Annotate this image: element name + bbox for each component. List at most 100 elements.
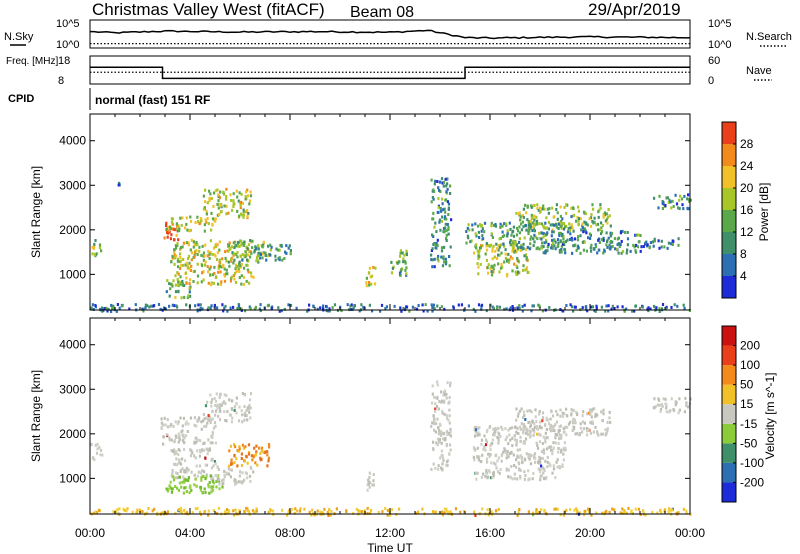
heatmap-cell bbox=[400, 268, 403, 272]
heatmap-cell bbox=[240, 239, 243, 243]
heatmap-cell bbox=[185, 241, 188, 245]
colorbar-tick-label: -50 bbox=[740, 436, 758, 450]
heatmap-cell bbox=[495, 466, 498, 470]
heatmap-cell bbox=[538, 440, 542, 444]
heatmap-cell bbox=[525, 247, 528, 251]
heatmap-cell bbox=[205, 424, 208, 428]
heatmap-cell bbox=[168, 304, 171, 308]
heatmap-cell bbox=[202, 270, 205, 274]
heatmap-cell bbox=[360, 510, 363, 514]
heatmap-cell bbox=[259, 458, 262, 462]
heatmap-cell bbox=[504, 448, 507, 452]
heatmap-cell bbox=[280, 243, 283, 247]
heatmap-cell bbox=[284, 250, 287, 254]
heatmap-cell bbox=[214, 462, 217, 466]
heatmap-cell bbox=[183, 436, 186, 440]
heatmap-cell bbox=[540, 508, 543, 512]
heatmap-cell bbox=[254, 461, 257, 465]
heatmap-cell bbox=[233, 461, 236, 464]
heatmap-cell bbox=[185, 222, 188, 226]
heatmap-cell bbox=[147, 507, 150, 510]
heatmap-cell bbox=[677, 243, 680, 247]
heatmap-cell bbox=[593, 309, 596, 313]
heatmap-cell bbox=[675, 202, 679, 206]
heatmap-cell bbox=[585, 231, 588, 235]
heatmap-cell bbox=[497, 262, 500, 266]
heatmap-cell bbox=[225, 197, 228, 201]
heatmap-cell bbox=[288, 508, 291, 512]
heatmap-cell bbox=[190, 251, 193, 255]
heatmap-cell bbox=[432, 414, 435, 418]
heatmap-cell bbox=[601, 419, 604, 423]
heatmap-cell bbox=[176, 226, 179, 230]
heatmap-cell bbox=[563, 205, 566, 209]
heatmap-cell bbox=[565, 508, 568, 512]
heatmap-cell bbox=[178, 459, 181, 463]
heatmap-cell bbox=[248, 250, 251, 253]
heatmap-cell bbox=[570, 411, 573, 415]
heatmap-cell bbox=[536, 237, 539, 241]
heatmap-cell bbox=[594, 309, 597, 313]
heatmap-cell bbox=[546, 455, 549, 459]
heatmap-cell bbox=[513, 434, 516, 438]
heatmap-cell bbox=[183, 508, 186, 512]
heatmap-cell bbox=[180, 485, 183, 489]
heatmap-cell bbox=[160, 417, 163, 421]
heatmap-cell bbox=[242, 215, 245, 219]
heatmap-cell bbox=[248, 305, 251, 309]
heatmap-cell bbox=[600, 221, 603, 225]
heatmap-cell bbox=[396, 261, 399, 265]
heatmap-cell bbox=[600, 410, 603, 414]
heatmap-cell bbox=[664, 307, 667, 311]
heatmap-cell bbox=[492, 474, 495, 478]
station-title: Christmas Valley West (fitACF) bbox=[92, 0, 325, 19]
heatmap-cell bbox=[210, 490, 213, 494]
heatmap-cell bbox=[469, 240, 472, 244]
heatmap-cell bbox=[421, 303, 424, 307]
heatmap-cell bbox=[560, 450, 563, 454]
heatmap-cell bbox=[533, 229, 536, 233]
heatmap-cell bbox=[533, 240, 536, 244]
heatmap-cell bbox=[541, 416, 545, 420]
heatmap-cell bbox=[278, 309, 281, 313]
heatmap-cell bbox=[551, 242, 555, 246]
heatmap-cell bbox=[238, 214, 241, 218]
heatmap-cell bbox=[156, 511, 159, 515]
heatmap-cell bbox=[235, 263, 238, 267]
heatmap-cell bbox=[175, 434, 178, 438]
heatmap-cell bbox=[497, 243, 500, 247]
heatmap-cell bbox=[620, 240, 623, 243]
heatmap-cell bbox=[373, 282, 377, 286]
heatmap-cell bbox=[516, 414, 520, 418]
heatmap-cell bbox=[177, 440, 180, 444]
heatmap-cell bbox=[190, 258, 193, 262]
heatmap-cell bbox=[255, 509, 258, 513]
heatmap-cell bbox=[259, 309, 262, 313]
heatmap-cell bbox=[472, 455, 475, 459]
heatmap-cell bbox=[176, 422, 179, 426]
heatmap-cell bbox=[246, 418, 249, 422]
heatmap-cell bbox=[194, 477, 197, 481]
heatmap-cell bbox=[603, 213, 606, 217]
heatmap-cell bbox=[576, 238, 580, 242]
heatmap-cell bbox=[579, 217, 582, 221]
heatmap-cell bbox=[563, 248, 567, 252]
heatmap-cell bbox=[251, 246, 254, 250]
heatmap-cell bbox=[291, 507, 294, 511]
heatmap-cell bbox=[258, 446, 261, 450]
heatmap-cell bbox=[552, 230, 555, 234]
heatmap-cell bbox=[101, 453, 104, 457]
heatmap-cell bbox=[507, 455, 510, 459]
heatmap-cell bbox=[202, 278, 205, 282]
heatmap-cell bbox=[511, 249, 514, 253]
heatmap-cell bbox=[177, 238, 180, 242]
heatmap-cell bbox=[444, 393, 447, 397]
heatmap-cell bbox=[432, 303, 435, 307]
heatmap-cell bbox=[587, 411, 590, 415]
colorbar-tick-label: 100 bbox=[740, 358, 760, 372]
heatmap-cell bbox=[438, 437, 441, 441]
heatmap-cell bbox=[242, 266, 246, 270]
heatmap-cell bbox=[221, 401, 224, 405]
